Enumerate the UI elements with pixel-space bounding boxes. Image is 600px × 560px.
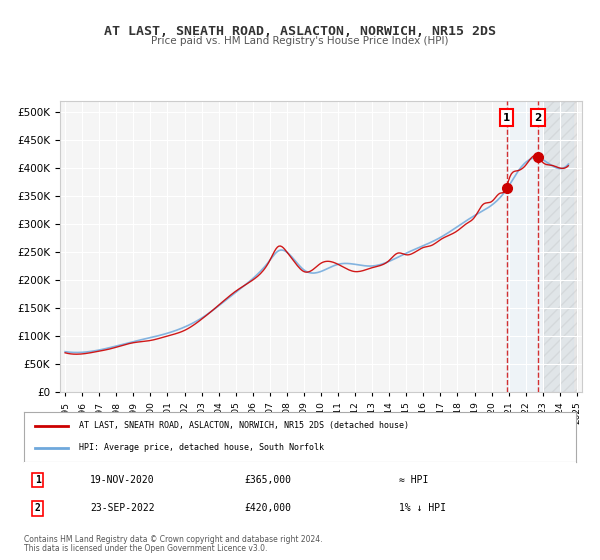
Text: 2: 2 — [35, 503, 41, 514]
Text: 2: 2 — [535, 113, 542, 123]
Text: ≈ HPI: ≈ HPI — [400, 475, 429, 485]
Text: 1: 1 — [503, 113, 510, 123]
Text: 19-NOV-2020: 19-NOV-2020 — [90, 475, 155, 485]
Text: AT LAST, SNEATH ROAD, ASLACTON, NORWICH, NR15 2DS (detached house): AT LAST, SNEATH ROAD, ASLACTON, NORWICH,… — [79, 421, 409, 430]
Bar — [543, 101, 577, 392]
Text: AT LAST, SNEATH ROAD, ASLACTON, NORWICH, NR15 2DS: AT LAST, SNEATH ROAD, ASLACTON, NORWICH,… — [104, 25, 496, 38]
Text: HPI: Average price, detached house, South Norfolk: HPI: Average price, detached house, Sout… — [79, 444, 324, 452]
Text: 1% ↓ HPI: 1% ↓ HPI — [400, 503, 446, 514]
Text: Contains HM Land Registry data © Crown copyright and database right 2024.: Contains HM Land Registry data © Crown c… — [24, 535, 323, 544]
Text: £420,000: £420,000 — [245, 503, 292, 514]
Text: Price paid vs. HM Land Registry's House Price Index (HPI): Price paid vs. HM Land Registry's House … — [151, 36, 449, 46]
Text: This data is licensed under the Open Government Licence v3.0.: This data is licensed under the Open Gov… — [24, 544, 268, 553]
Text: 1: 1 — [35, 475, 41, 485]
Bar — [506, 101, 574, 392]
Text: £365,000: £365,000 — [245, 475, 292, 485]
Text: 23-SEP-2022: 23-SEP-2022 — [90, 503, 155, 514]
